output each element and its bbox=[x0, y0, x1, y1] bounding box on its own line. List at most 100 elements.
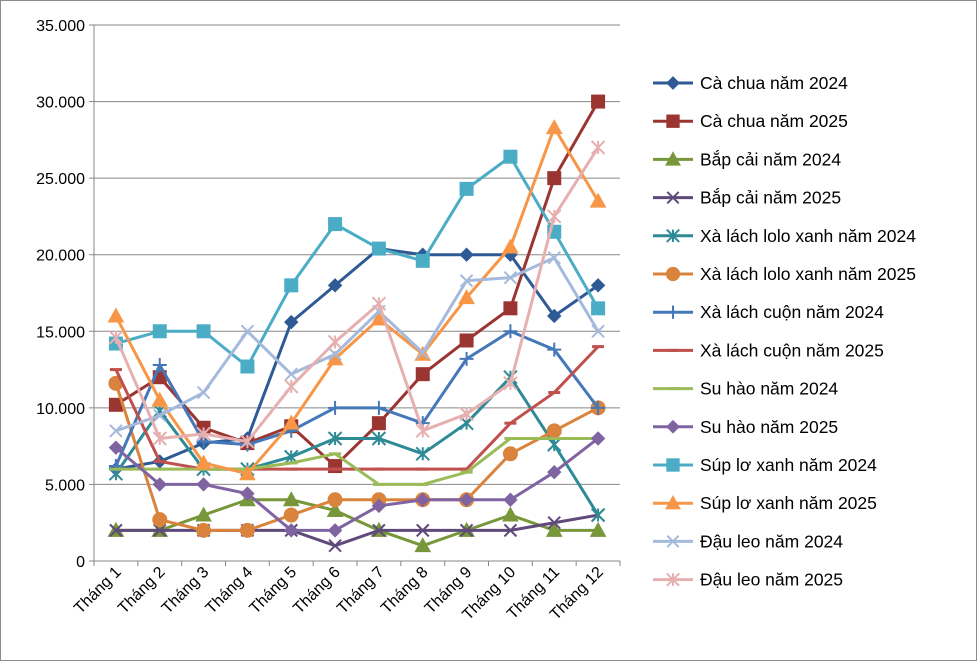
data-point bbox=[589, 192, 607, 208]
legend-marker bbox=[666, 76, 680, 90]
data-point bbox=[545, 119, 563, 135]
legend-label: Súp lơ xanh năm 2024 bbox=[700, 455, 877, 475]
data-point bbox=[590, 431, 606, 446]
data-point bbox=[503, 324, 518, 339]
data-point bbox=[284, 314, 299, 330]
data-point bbox=[458, 289, 475, 305]
data-point bbox=[459, 274, 474, 288]
data-point bbox=[371, 431, 387, 446]
data-point bbox=[502, 446, 518, 462]
data-point bbox=[152, 431, 167, 446]
data-point bbox=[328, 347, 342, 361]
legend-label: Su hào năm 2025 bbox=[700, 417, 838, 437]
data-point bbox=[239, 522, 255, 538]
legend-marker bbox=[666, 419, 680, 434]
data-point bbox=[414, 537, 432, 553]
series-line bbox=[114, 382, 599, 532]
data-point bbox=[459, 247, 474, 262]
legend-marker bbox=[665, 266, 681, 282]
data-point bbox=[415, 253, 430, 268]
data-point bbox=[109, 424, 123, 438]
data-point bbox=[415, 492, 430, 507]
y-tick-label: 30.000 bbox=[36, 95, 85, 112]
legend-entry: Đậu leo năm 2025 bbox=[653, 570, 843, 590]
axes: 0 5.000 10.000 15.000 20.000 25.000 30.000 35.0… bbox=[36, 18, 621, 624]
legend-entry: Súp lơ xanh năm 2025 bbox=[653, 493, 877, 513]
data-point bbox=[328, 217, 343, 232]
data-point bbox=[239, 465, 256, 481]
data-point bbox=[152, 477, 167, 492]
legend-entry: Xà lách cuộn năm 2024 bbox=[653, 302, 884, 322]
data-point bbox=[503, 523, 518, 538]
legend: Cà chua năm 2024 Cà chua năm 2025 Bắp cải … bbox=[653, 73, 916, 590]
series-line bbox=[114, 437, 599, 532]
data-point bbox=[240, 486, 255, 501]
data-point bbox=[502, 238, 519, 254]
series-4 bbox=[109, 508, 605, 553]
legend-label: Xà lách lolo xanh năm 2024 bbox=[700, 226, 916, 246]
x-tick-label: Tháng 7 bbox=[334, 564, 388, 618]
data-point bbox=[459, 523, 474, 538]
data-point bbox=[152, 357, 167, 372]
legend-label: Bắp cải năm 2024 bbox=[700, 148, 841, 169]
data-point bbox=[284, 379, 299, 394]
legend-entry: Cà chua năm 2024 bbox=[653, 73, 848, 93]
series-line bbox=[115, 100, 600, 468]
y-tick-label: 20.000 bbox=[36, 248, 85, 265]
data-point bbox=[459, 492, 474, 507]
legend-entry: Su hào năm 2024 bbox=[653, 379, 838, 399]
series-line bbox=[114, 126, 600, 476]
data-point bbox=[195, 506, 212, 522]
data-point bbox=[459, 333, 474, 348]
data-point bbox=[196, 477, 211, 492]
data-point bbox=[327, 334, 343, 350]
legend-marker bbox=[666, 191, 680, 205]
data-point bbox=[503, 376, 518, 391]
series-13 bbox=[109, 251, 605, 438]
data-point bbox=[547, 209, 562, 224]
data-point bbox=[503, 270, 518, 285]
gridlines bbox=[94, 24, 620, 485]
data-point bbox=[151, 391, 169, 407]
data-point bbox=[196, 385, 211, 400]
legend-entry: Bắp cải năm 2024 bbox=[653, 148, 841, 169]
legend-label: Súp lơ xanh năm 2025 bbox=[700, 493, 877, 513]
x-tick-label: Tháng 1 bbox=[71, 564, 125, 618]
legend-label: Đậu leo năm 2025 bbox=[700, 570, 843, 590]
legend-entry: Su hào năm 2025 bbox=[653, 417, 838, 437]
series-14 bbox=[108, 140, 606, 449]
data-point bbox=[591, 324, 605, 338]
data-point bbox=[196, 324, 211, 339]
legend-marker bbox=[665, 495, 681, 510]
series-line bbox=[115, 256, 600, 433]
data-point bbox=[282, 414, 300, 430]
data-point bbox=[371, 498, 387, 514]
data-point bbox=[107, 307, 125, 323]
data-point bbox=[547, 308, 562, 324]
data-point bbox=[591, 400, 606, 415]
data-point bbox=[108, 459, 123, 474]
data-point bbox=[371, 400, 386, 415]
data-point bbox=[328, 538, 342, 553]
series-line bbox=[114, 146, 600, 444]
data-point bbox=[240, 359, 255, 374]
data-point bbox=[195, 454, 212, 470]
series-line bbox=[115, 247, 599, 471]
data-point bbox=[326, 501, 344, 517]
data-point bbox=[590, 278, 606, 293]
data-point bbox=[547, 171, 562, 186]
data-point bbox=[327, 278, 343, 293]
data-point bbox=[327, 523, 343, 538]
data-point bbox=[415, 446, 430, 462]
data-point bbox=[459, 351, 474, 366]
data-point bbox=[196, 426, 211, 442]
x-tick-label: Tháng 3 bbox=[159, 564, 213, 618]
series-6 bbox=[108, 375, 606, 538]
legend-marker bbox=[666, 305, 680, 319]
legend-entry: Xà lách lolo xanh năm 2024 bbox=[653, 226, 916, 246]
legend-marker bbox=[666, 534, 680, 548]
data-point bbox=[153, 523, 167, 538]
data-point bbox=[503, 149, 518, 164]
series-line bbox=[114, 329, 600, 467]
